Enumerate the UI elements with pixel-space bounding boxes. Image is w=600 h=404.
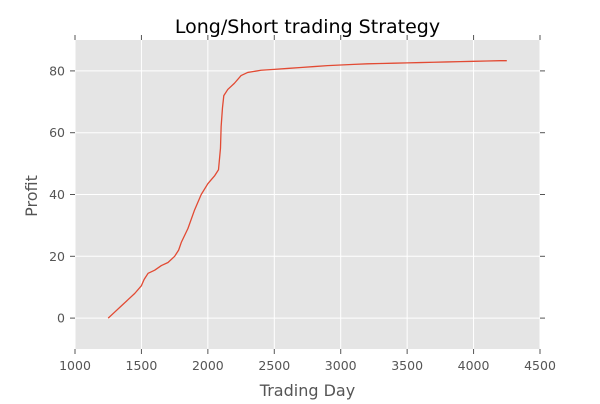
y-axis-label: Profit <box>22 175 41 217</box>
y-tick-label: 0 <box>57 311 65 326</box>
x-tick-label: 4500 <box>524 358 556 373</box>
x-axis-label: Trading Day <box>259 381 355 400</box>
x-tick-label: 1500 <box>126 358 158 373</box>
x-tick-label: 2500 <box>258 358 290 373</box>
tick-marks <box>70 35 545 354</box>
x-tick-label: 2000 <box>192 358 224 373</box>
y-tick-label: 20 <box>49 249 65 264</box>
y-tick-label: 60 <box>49 125 65 140</box>
x-tick-label: 4000 <box>458 358 490 373</box>
y-tick-label: 80 <box>49 63 65 78</box>
y-tick-label: 40 <box>49 187 65 202</box>
profit-line <box>107 60 507 319</box>
chart-title: Long/Short trading Strategy <box>175 16 440 38</box>
grid-lines <box>74 40 541 349</box>
x-tick-label: 3000 <box>325 358 357 373</box>
x-tick-label: 3500 <box>391 358 423 373</box>
x-tick-label: 1000 <box>59 358 91 373</box>
